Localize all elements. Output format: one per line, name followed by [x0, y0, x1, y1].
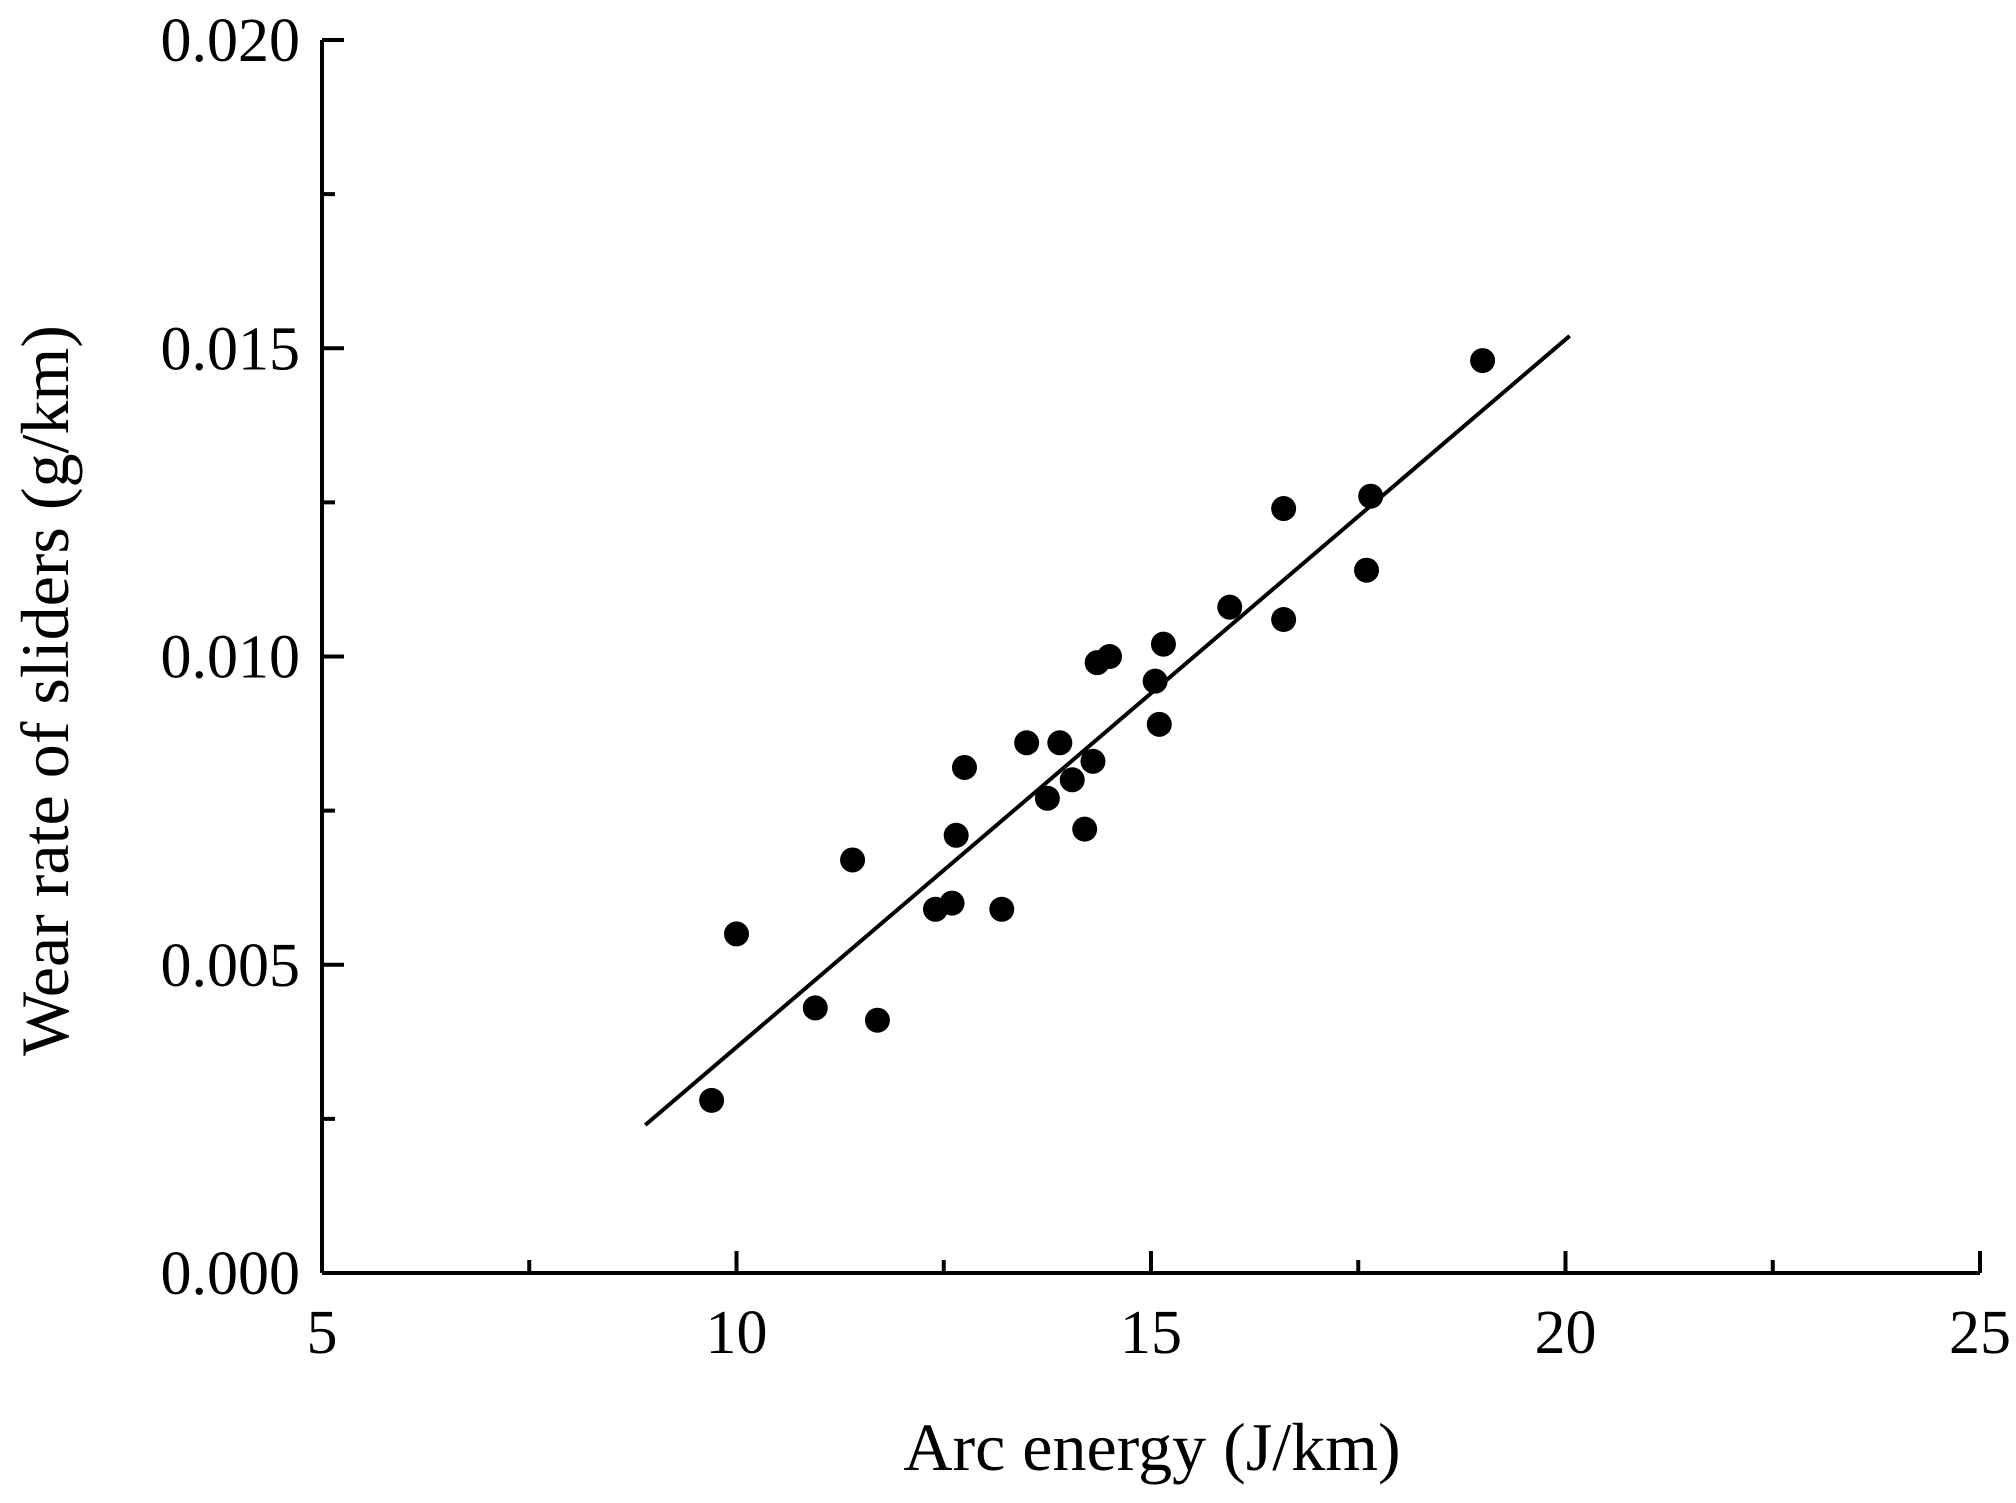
data-points — [699, 348, 1496, 1113]
data-point — [939, 890, 965, 916]
y-axis-ticks: 0.000 0.005 0.010 0.015 0.020 — [161, 7, 344, 1308]
fit-line-group — [644, 334, 1571, 1127]
data-point — [1358, 483, 1384, 509]
y-tick-label: 0.005 — [161, 932, 301, 1000]
data-point — [1142, 668, 1168, 694]
x-tick-label: 10 — [706, 1299, 768, 1367]
x-tick-label: 15 — [1120, 1299, 1182, 1367]
x-tick-label: 25 — [1949, 1299, 2011, 1367]
axes — [320, 40, 1980, 1275]
data-point — [1034, 785, 1060, 811]
data-point — [1072, 816, 1098, 842]
y-axis-title: Wear rate of sliders (g/km) — [7, 325, 83, 1056]
y-tick-label: 0.000 — [161, 1240, 301, 1308]
data-point — [1059, 767, 1085, 793]
data-point — [802, 995, 828, 1021]
data-point — [1354, 557, 1380, 583]
y-tick-label: 0.010 — [161, 624, 301, 692]
data-point — [724, 921, 749, 947]
data-point — [1271, 607, 1297, 633]
x-tick-label: 5 — [307, 1299, 338, 1367]
x-axis-ticks: 5 10 15 20 25 — [307, 1251, 2011, 1367]
data-point — [699, 1087, 725, 1113]
data-point — [943, 822, 969, 848]
x-tick-label: 20 — [1535, 1299, 1597, 1367]
data-point — [1150, 631, 1176, 657]
y-tick-label: 0.020 — [161, 7, 301, 75]
data-point — [1080, 748, 1106, 774]
data-point — [989, 896, 1015, 922]
data-point — [1217, 594, 1243, 620]
data-point — [840, 847, 866, 873]
data-point — [1097, 644, 1123, 669]
data-point — [864, 1007, 890, 1033]
y-tick-label: 0.015 — [161, 315, 301, 383]
data-point — [951, 754, 977, 780]
data-point — [1271, 496, 1297, 522]
data-point — [1470, 348, 1496, 374]
data-point — [1014, 730, 1040, 756]
x-axis-title: Arc energy (J/km) — [903, 1409, 1400, 1485]
data-point — [1146, 711, 1172, 737]
data-point — [1047, 730, 1073, 756]
fit-line — [644, 334, 1571, 1127]
